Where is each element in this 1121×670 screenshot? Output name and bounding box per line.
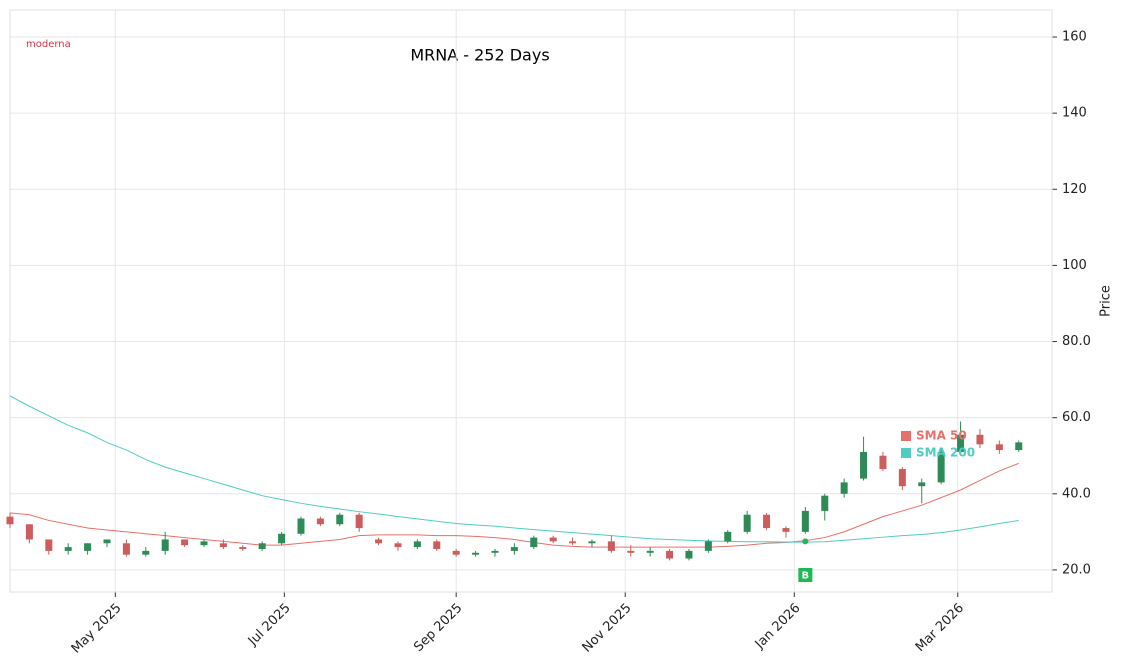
legend-label: SMA 50 (916, 429, 967, 443)
logo: moderna (26, 39, 71, 50)
candle-body (685, 550, 693, 559)
candle-body (918, 482, 926, 487)
candle-body (801, 510, 809, 532)
candle-body (898, 469, 906, 487)
y-tick-label: 40.0 (1062, 486, 1091, 501)
x-tick-label: Jan 2026 (752, 601, 804, 653)
candle-body (375, 539, 383, 544)
candle-body (743, 514, 751, 532)
x-tick-label: May 2025 (69, 601, 125, 657)
candle-body (219, 543, 227, 548)
candle-body (472, 552, 480, 555)
y-tick-label: 80.0 (1062, 334, 1091, 349)
candle-body (860, 451, 868, 479)
candle-body (6, 516, 14, 525)
legend-swatch (901, 448, 911, 458)
candle-body (239, 547, 247, 549)
candle-body (666, 550, 674, 559)
candle-body (549, 537, 557, 542)
y-tick-label: 120 (1062, 182, 1087, 197)
candle-body (627, 550, 635, 553)
candle-body (200, 541, 208, 546)
candle-body (607, 541, 615, 551)
candle-body (957, 434, 965, 452)
legend-swatch (901, 431, 911, 441)
candle-body (394, 543, 402, 548)
signal-label: B (802, 571, 810, 582)
candle-body (45, 539, 53, 551)
candle-body (588, 541, 596, 544)
legend-label: SMA 200 (916, 446, 975, 460)
x-tick-label: Sep 2025 (411, 601, 465, 655)
candle-body (976, 434, 984, 445)
signal-badge (798, 568, 813, 582)
candle-body (84, 543, 92, 551)
candle-body (569, 541, 577, 544)
candle-body (297, 518, 305, 534)
candle-body (413, 541, 421, 548)
candle-body (142, 550, 150, 555)
candle-body (510, 547, 518, 551)
candle-body (879, 455, 887, 470)
y-axis-label: Price (1099, 285, 1114, 317)
candle-body (1015, 442, 1023, 451)
candle-body (278, 533, 286, 544)
y-tick-label: 100 (1062, 258, 1087, 273)
plot-frame (9, 9, 1053, 593)
candle-body (181, 539, 189, 546)
candle-body (782, 528, 790, 532)
sma-line (9, 395, 1019, 543)
candle-body (646, 550, 654, 553)
candle-body (355, 514, 363, 529)
candle-body (763, 514, 771, 529)
candle-body (64, 547, 72, 551)
chart-title: MRNA - 252 Days (410, 46, 549, 65)
y-tick-label: 160 (1062, 30, 1087, 45)
candle-body (840, 482, 848, 494)
y-tick-label: 60.0 (1062, 410, 1091, 425)
candle-body (103, 539, 111, 544)
candle-body (161, 539, 169, 551)
y-tick-label: 140 (1062, 106, 1087, 121)
candle-body (704, 541, 712, 551)
candle-body (724, 531, 732, 542)
candle-body (25, 524, 33, 540)
candle-body (530, 537, 538, 548)
candle-body (433, 541, 441, 549)
sma-line (9, 462, 1019, 548)
x-tick-label: Jul 2025 (245, 601, 294, 650)
candle-body (452, 550, 460, 555)
candle-body (122, 543, 130, 555)
candle-body (937, 451, 945, 483)
candle-body (995, 444, 1003, 451)
candle-body (336, 514, 344, 525)
y-tick-label: 20.0 (1062, 562, 1091, 577)
candle-body (316, 518, 324, 525)
signal-dot (802, 538, 809, 545)
candle-body (491, 550, 499, 553)
x-tick-label: Mar 2026 (913, 601, 967, 655)
candle-body (821, 495, 829, 511)
candle-body (258, 543, 266, 549)
x-tick-label: Nov 2025 (580, 601, 635, 656)
